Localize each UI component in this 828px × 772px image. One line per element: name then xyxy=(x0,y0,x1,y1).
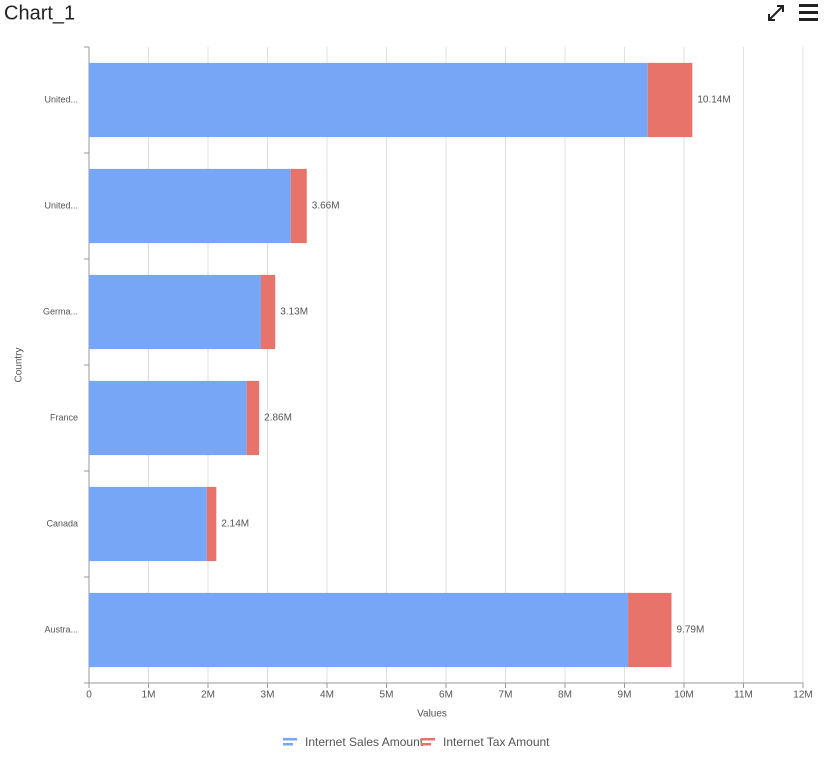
total-label: 3.66M xyxy=(312,201,340,212)
x-tick-label: 9M xyxy=(618,690,632,701)
x-tick-label: 3M xyxy=(261,690,275,701)
x-tick-label: 1M xyxy=(142,690,156,701)
y-tick-label: Canada xyxy=(46,518,78,528)
x-tick-label: 5M xyxy=(380,690,394,701)
x-tick-label: 0 xyxy=(86,690,92,701)
x-tick-label: 12M xyxy=(793,690,812,701)
expand-icon[interactable] xyxy=(768,5,784,21)
y-tick-label: Austra... xyxy=(44,624,78,634)
x-tick-label: 10M xyxy=(674,690,693,701)
x-tick-label: 8M xyxy=(558,690,572,701)
total-label: 9.79M xyxy=(677,625,705,636)
bar-segment xyxy=(290,168,307,244)
legend-icon xyxy=(421,743,431,746)
legend-icon xyxy=(283,738,297,741)
menu-icon[interactable] xyxy=(799,4,818,21)
x-tick-label: 4M xyxy=(320,690,334,701)
total-label: 2.14M xyxy=(221,519,249,530)
x-tick-label: 6M xyxy=(439,690,453,701)
x-tick-label: 7M xyxy=(499,690,513,701)
legend-label: Internet Tax Amount xyxy=(443,735,550,749)
bar-segment xyxy=(89,274,261,350)
bar-segment xyxy=(628,592,672,668)
y-tick-label: United... xyxy=(44,94,78,104)
y-axis-title: Country xyxy=(14,347,25,382)
bar-segment xyxy=(246,380,260,456)
bar-segment xyxy=(89,486,207,562)
bar-segment xyxy=(647,62,693,138)
x-axis-title: Values xyxy=(417,709,447,720)
y-tick-label: France xyxy=(50,412,78,422)
y-tick-label: United... xyxy=(44,200,78,210)
bar-segment xyxy=(89,380,247,456)
x-tick-label: 11M xyxy=(734,690,753,701)
total-label: 3.13M xyxy=(280,307,308,318)
legend-icon xyxy=(421,738,435,741)
bar-segment xyxy=(260,274,276,350)
total-label: 2.86M xyxy=(264,413,292,424)
bar-segment xyxy=(89,592,629,668)
y-tick-label: Germa... xyxy=(43,306,78,316)
total-label: 10.14M xyxy=(697,95,730,106)
bar-segment xyxy=(89,62,648,138)
legend-label: Internet Sales Amount xyxy=(305,735,424,749)
chart-title: Chart_1 xyxy=(4,2,75,24)
x-tick-label: 2M xyxy=(201,690,215,701)
bar-segment xyxy=(206,486,217,562)
bar-segment xyxy=(89,168,291,244)
legend-icon xyxy=(283,743,293,746)
